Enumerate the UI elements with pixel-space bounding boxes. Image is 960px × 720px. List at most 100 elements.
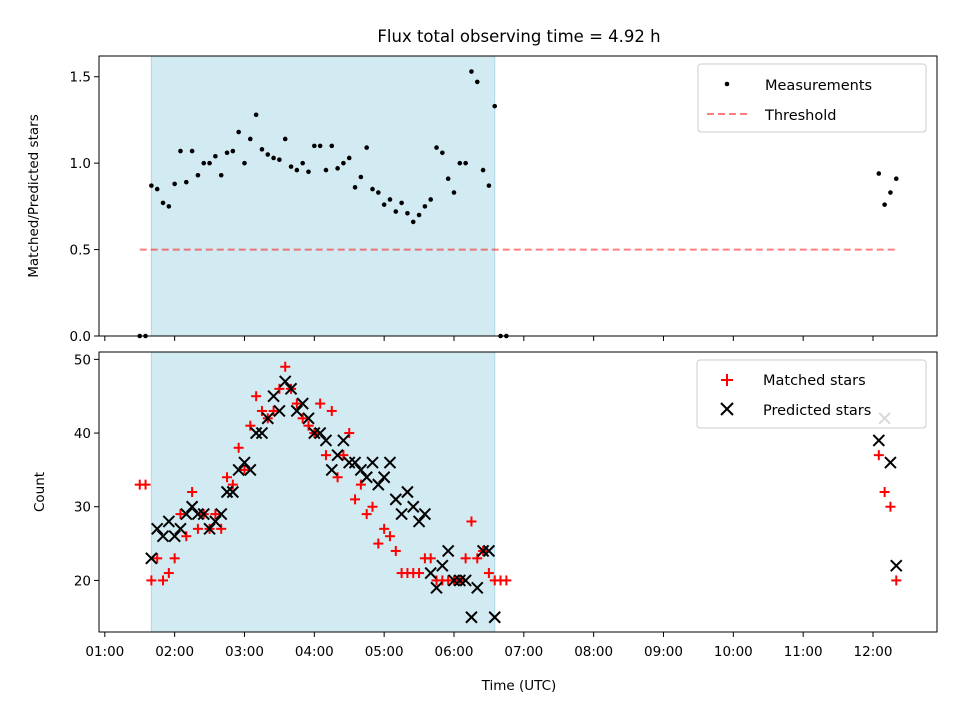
legend-predicted-label: Predicted stars <box>763 403 871 419</box>
matched-star-point <box>181 531 192 542</box>
measurement-point <box>434 145 439 150</box>
predicted-star-point <box>174 522 187 536</box>
measurement-point <box>323 167 329 173</box>
predicted-star-point <box>220 485 234 499</box>
measurement-point <box>300 160 305 166</box>
measurement-point <box>265 152 271 157</box>
matched-star-point <box>245 420 256 431</box>
ratio-y-tick-label: 0.0 <box>70 329 91 345</box>
ratio-panel: 0.0 0.5 1.0 1.5 Matched/Predicted stars Mea… <box>26 55 938 345</box>
predicted-star-point <box>267 390 280 403</box>
matched-star-point <box>344 428 355 439</box>
count-legend-box <box>696 359 927 429</box>
measurement-point <box>451 190 457 195</box>
predicted-star-point <box>168 530 181 543</box>
measurement-point <box>154 186 160 192</box>
predicted-star-point <box>424 566 437 580</box>
x-tick-label: 10:00 <box>714 644 753 660</box>
predicted-star-point <box>313 426 327 440</box>
measurement-point <box>282 136 288 142</box>
measurement-point <box>445 176 451 182</box>
measurement-point <box>183 179 189 185</box>
measurement-point <box>329 143 335 149</box>
chart-title: Flux total observing time = 4.92 h <box>377 27 660 46</box>
matched-star-point <box>163 568 174 579</box>
measurement-point <box>399 200 404 206</box>
matched-star-point <box>390 545 401 556</box>
measurement-point <box>277 157 282 163</box>
predicted-star-point <box>348 456 362 469</box>
measurement-point <box>346 155 352 161</box>
measurement-point <box>149 183 154 188</box>
ratio-y-axis-label: Matched/Predicted stars <box>26 114 42 277</box>
predicted-star-point <box>471 581 484 594</box>
legend-matched-marker <box>721 374 733 386</box>
predicted-star-point <box>366 456 379 469</box>
predicted-star-point <box>407 500 420 513</box>
predicted-star-point <box>325 463 338 477</box>
matched-star-point <box>414 568 425 579</box>
predicted-star-point <box>279 375 292 388</box>
matched-star-point <box>483 568 494 579</box>
measurement-point <box>381 202 387 207</box>
measurement-point <box>218 172 224 178</box>
matched-star-point <box>216 523 227 534</box>
matched-star-point <box>233 442 244 453</box>
ratio-y-tick-label: 0.5 <box>70 243 91 259</box>
measurement-point <box>172 181 177 187</box>
matched-star-point <box>146 575 157 586</box>
legend-threshold-label: Threshold <box>764 108 836 124</box>
matched-star-point <box>303 420 314 431</box>
matched-star-point <box>158 575 169 586</box>
matched-star-point <box>367 501 378 512</box>
matched-star-point <box>373 538 384 549</box>
predicted-star-point <box>401 485 414 499</box>
measurement-point <box>341 160 346 166</box>
ratio-y-tick-label: 1.0 <box>70 156 91 172</box>
x-tick-label: 08:00 <box>574 644 613 660</box>
predicted-star-point <box>482 544 496 558</box>
measurement-point <box>393 209 399 214</box>
measurement-point <box>376 190 381 195</box>
measurement-point <box>410 219 416 225</box>
predicted-star-point <box>447 574 461 587</box>
matched-star-point <box>361 509 372 520</box>
count-y-tick-label: 50 <box>74 352 91 368</box>
matched-star-point <box>256 405 267 416</box>
measurement-point <box>306 169 311 175</box>
x-tick-label: 05:00 <box>365 644 404 660</box>
measurement-point <box>416 212 422 218</box>
matched-star-point <box>338 450 349 461</box>
predicted-star-point <box>319 434 333 447</box>
measurement-point <box>876 171 882 176</box>
measurement-point <box>387 197 393 202</box>
predicted-star-point <box>156 530 170 543</box>
x-tick-label: 03:00 <box>225 644 264 660</box>
matched-star-point <box>192 523 203 534</box>
matched-star-point <box>210 509 221 520</box>
measurement-point <box>370 186 375 192</box>
predicted-star-point <box>296 397 309 410</box>
observing-window-shade <box>150 351 496 633</box>
predicted-star-point <box>261 412 274 425</box>
predicted-star-point <box>389 493 402 506</box>
predicted-star-point <box>180 507 193 521</box>
predicted-star-point <box>872 434 886 447</box>
predicted-star-point <box>290 404 304 418</box>
measurement-point <box>259 147 265 152</box>
predicted-star-point <box>284 382 298 396</box>
predicted-star-point <box>430 581 443 594</box>
predicted-star-point <box>255 426 269 440</box>
matched-star-point <box>350 494 361 505</box>
measurement-point <box>888 190 893 195</box>
x-tick-label: 01:00 <box>85 644 124 660</box>
measurement-point <box>474 79 480 85</box>
measurement-point <box>213 153 218 159</box>
predicted-star-point <box>273 404 286 418</box>
measurement-point <box>882 202 887 207</box>
measurement-point <box>288 164 294 169</box>
predicted-star-point <box>331 448 344 462</box>
matched-star-point <box>320 450 331 461</box>
matched-star-point <box>873 450 884 461</box>
ratio-legend: Measurements Threshold <box>697 63 927 133</box>
